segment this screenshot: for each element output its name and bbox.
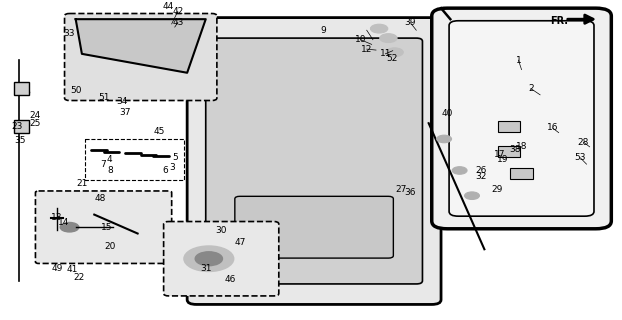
Text: 51: 51: [98, 93, 109, 102]
Text: 4: 4: [107, 155, 113, 164]
Text: 5: 5: [172, 153, 178, 162]
Polygon shape: [76, 19, 206, 73]
Bar: [511, 168, 532, 179]
Text: 30: 30: [215, 226, 227, 235]
Text: 40: 40: [442, 109, 453, 118]
Text: 19: 19: [497, 155, 509, 164]
Text: 31: 31: [200, 264, 211, 273]
Text: 12: 12: [361, 44, 373, 54]
FancyBboxPatch shape: [164, 221, 279, 296]
Text: 17: 17: [494, 150, 506, 159]
Text: FR.: FR.: [550, 16, 568, 26]
Text: 26: 26: [476, 166, 487, 175]
Text: 14: 14: [58, 218, 69, 227]
Circle shape: [60, 222, 79, 232]
Text: 32: 32: [476, 172, 487, 181]
Text: 21: 21: [77, 179, 88, 188]
Text: 1: 1: [516, 56, 521, 65]
Text: 53: 53: [575, 153, 586, 162]
Text: 38: 38: [509, 146, 521, 155]
FancyBboxPatch shape: [65, 13, 217, 100]
Text: 15: 15: [101, 223, 113, 232]
Circle shape: [465, 192, 480, 199]
Circle shape: [437, 135, 452, 143]
Circle shape: [380, 34, 397, 43]
Text: 3: 3: [169, 163, 175, 172]
Circle shape: [452, 167, 467, 174]
Circle shape: [371, 24, 388, 33]
Text: 18: 18: [516, 142, 527, 151]
Circle shape: [386, 48, 403, 57]
Text: 47: 47: [234, 238, 246, 247]
Bar: [498, 146, 520, 157]
Bar: [14, 120, 29, 133]
Text: 2: 2: [528, 84, 534, 93]
Text: 6: 6: [162, 166, 169, 175]
Text: 27: 27: [395, 185, 406, 194]
Text: 13: 13: [52, 213, 63, 222]
Text: 16: 16: [547, 124, 559, 132]
FancyBboxPatch shape: [187, 18, 441, 304]
Text: 50: 50: [70, 86, 81, 95]
FancyBboxPatch shape: [235, 196, 393, 258]
FancyBboxPatch shape: [35, 191, 172, 263]
Text: 43: 43: [172, 18, 183, 27]
Bar: [14, 82, 29, 95]
Text: 41: 41: [67, 265, 78, 274]
Text: 8: 8: [107, 166, 113, 175]
Text: 29: 29: [491, 185, 503, 194]
Text: 36: 36: [404, 188, 416, 197]
Text: 7: 7: [101, 160, 106, 169]
Text: 33: 33: [63, 29, 75, 38]
Text: 42: 42: [172, 7, 183, 16]
Text: 20: 20: [104, 242, 116, 251]
FancyBboxPatch shape: [432, 8, 611, 229]
Circle shape: [195, 252, 223, 266]
Text: 37: 37: [119, 108, 131, 117]
Text: 25: 25: [30, 119, 41, 128]
Text: 28: 28: [578, 138, 589, 147]
Text: 35: 35: [14, 136, 26, 145]
Text: 48: 48: [95, 194, 106, 203]
Text: 46: 46: [225, 275, 236, 284]
Bar: [498, 121, 520, 132]
Text: 34: 34: [116, 97, 128, 106]
Text: 49: 49: [52, 264, 63, 273]
Text: 23: 23: [11, 122, 22, 131]
Text: 39: 39: [404, 18, 416, 27]
FancyBboxPatch shape: [206, 38, 422, 284]
Circle shape: [184, 246, 234, 271]
Text: 9: 9: [320, 26, 327, 35]
Text: 24: 24: [30, 111, 41, 120]
FancyBboxPatch shape: [449, 21, 594, 216]
Text: 45: 45: [154, 127, 165, 136]
Text: 22: 22: [73, 273, 85, 282]
Text: 44: 44: [163, 2, 174, 11]
Text: 10: 10: [355, 35, 366, 44]
Text: 52: 52: [386, 54, 397, 63]
Text: 11: 11: [379, 49, 391, 58]
